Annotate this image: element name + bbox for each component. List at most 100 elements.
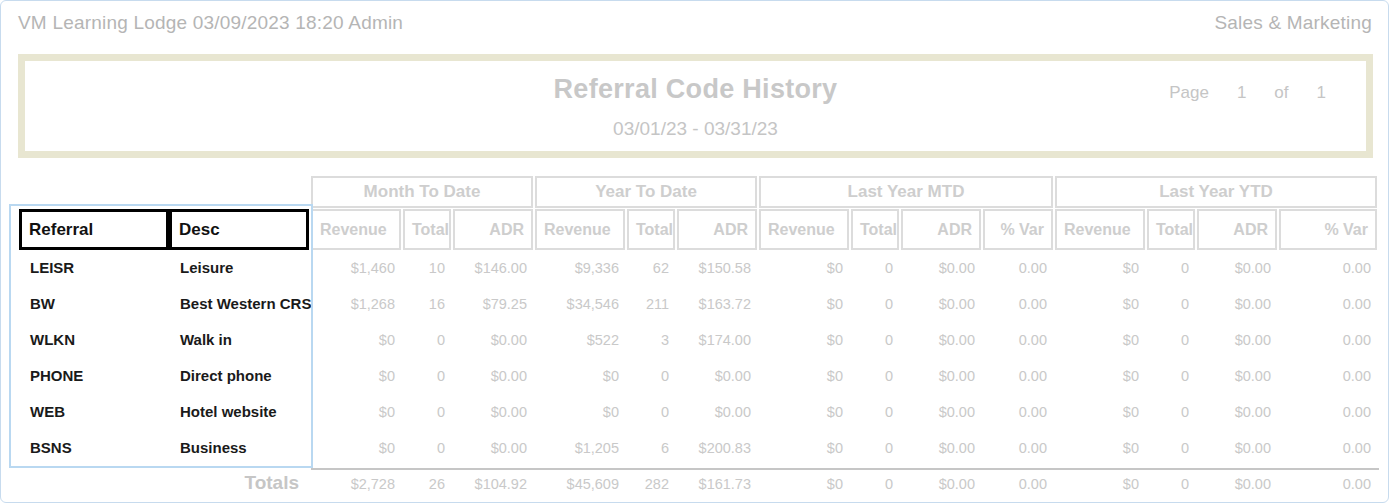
page-label: Page: [1169, 83, 1209, 103]
referral-code: PHONE: [19, 358, 169, 394]
referral-code: WEB: [19, 394, 169, 430]
metric-value: 0: [851, 250, 901, 286]
total-value: $0: [759, 468, 851, 500]
property-datetime-user: VM Learning Lodge 03/09/2023 18:20 Admin: [18, 12, 403, 34]
metric-value: $0.00: [453, 358, 535, 394]
totals-row: Totals $2,72826$104.92$45,609282$161.73$…: [19, 468, 1381, 500]
metric-value: $0: [759, 430, 851, 466]
column-header-lymtd-pctvar[interactable]: % Var: [983, 209, 1053, 250]
referral-desc: Walk in: [169, 322, 311, 358]
total-value: 282: [627, 468, 677, 500]
total-value: $2,728: [311, 468, 403, 500]
metric-value: $0.00: [901, 250, 983, 286]
metric-value: $34,546: [535, 286, 627, 322]
total-value: $45,609: [535, 468, 627, 500]
column-header-lymtd-total[interactable]: Total: [851, 209, 899, 250]
total-value: 0: [1147, 468, 1197, 500]
metric-value: $0: [759, 322, 851, 358]
column-header-mtd-revenue[interactable]: Revenue: [311, 209, 401, 250]
metric-value: $0: [1055, 394, 1147, 430]
column-header-lymtd-revenue[interactable]: Revenue: [759, 209, 849, 250]
metric-value: 0: [1147, 250, 1197, 286]
column-header-mtd-adr[interactable]: ADR: [453, 209, 533, 250]
metric-value: $0: [311, 430, 403, 466]
table-row: WEBHotel website$00$0.00$00$0.00$00$0.00…: [19, 394, 1381, 430]
metric-value: $200.83: [677, 430, 759, 466]
referral-code: BSNS: [19, 430, 169, 466]
referral-desc: Hotel website: [169, 394, 311, 430]
column-header-lyytd-pctvar[interactable]: % Var: [1279, 209, 1377, 250]
metric-value: $0.00: [1197, 358, 1279, 394]
metric-value: $0: [759, 394, 851, 430]
total-value: 0: [851, 468, 901, 500]
metric-value: 0.00: [1279, 286, 1379, 322]
metric-value: $163.72: [677, 286, 759, 322]
column-header-lyytd-adr[interactable]: ADR: [1197, 209, 1277, 250]
metric-value: 0: [1147, 430, 1197, 466]
page-total: 1: [1317, 83, 1326, 103]
column-header-mtd-total[interactable]: Total: [403, 209, 451, 250]
metric-value: $0.00: [677, 394, 759, 430]
metric-value: $146.00: [453, 250, 535, 286]
metric-value: 6: [627, 430, 677, 466]
referral-code: LEISR: [19, 250, 169, 286]
total-value: $161.73: [677, 468, 759, 500]
metric-value: $0.00: [901, 322, 983, 358]
metric-value: $0.00: [901, 286, 983, 322]
metric-value: $0: [1055, 322, 1147, 358]
group-header-row: Month To Date Year To Date Last Year MTD…: [19, 176, 1381, 208]
table-row: BWBest Western CRS$1,26816$79.25$34,5462…: [19, 286, 1381, 322]
total-value: 0.00: [1279, 468, 1379, 500]
group-header-last-year-mtd[interactable]: Last Year MTD: [759, 176, 1053, 208]
column-header-row: Referral Desc Revenue Total ADR Revenue …: [19, 209, 1381, 250]
metric-value: 0: [851, 286, 901, 322]
metric-value: 211: [627, 286, 677, 322]
column-header-ytd-total[interactable]: Total: [627, 209, 675, 250]
referral-code: WLKN: [19, 322, 169, 358]
metric-value: 0: [851, 322, 901, 358]
column-header-lyytd-total[interactable]: Total: [1147, 209, 1195, 250]
metric-value: 0: [403, 322, 453, 358]
metric-value: 0.00: [983, 286, 1055, 322]
total-value: $0.00: [901, 468, 983, 500]
report-date-range: 03/01/23 - 03/31/23: [25, 105, 1366, 140]
metric-value: $522: [535, 322, 627, 358]
metric-value: 0: [627, 394, 677, 430]
metric-value: $174.00: [677, 322, 759, 358]
column-header-ytd-revenue[interactable]: Revenue: [535, 209, 625, 250]
metric-value: $0.00: [1197, 394, 1279, 430]
metric-value: 0: [1147, 322, 1197, 358]
group-header-last-year-ytd[interactable]: Last Year YTD: [1055, 176, 1377, 208]
group-header-year-to-date[interactable]: Year To Date: [535, 176, 757, 208]
metric-value: 0.00: [1279, 358, 1379, 394]
column-header-ytd-adr[interactable]: ADR: [677, 209, 757, 250]
report-title: Referral Code History: [25, 61, 1366, 105]
column-header-lymtd-adr[interactable]: ADR: [901, 209, 981, 250]
total-value: $0.00: [1197, 468, 1279, 500]
metric-value: 0.00: [983, 250, 1055, 286]
referral-desc: Business: [169, 430, 311, 466]
metric-value: $0: [1055, 250, 1147, 286]
page-number: 1: [1237, 83, 1246, 103]
page-header: VM Learning Lodge 03/09/2023 18:20 Admin…: [1, 1, 1388, 34]
column-header-referral[interactable]: Referral: [19, 209, 169, 250]
column-header-desc[interactable]: Desc: [169, 209, 309, 250]
metric-value: 0: [851, 394, 901, 430]
metric-value: 0: [851, 358, 901, 394]
column-header-lyytd-revenue[interactable]: Revenue: [1055, 209, 1145, 250]
metric-value: $0.00: [453, 394, 535, 430]
metric-value: 3: [627, 322, 677, 358]
metric-value: 0.00: [1279, 430, 1379, 466]
metric-value: $0: [311, 394, 403, 430]
metric-value: $0.00: [1197, 286, 1279, 322]
group-header-month-to-date[interactable]: Month To Date: [311, 176, 533, 208]
table-row: BSNSBusiness$00$0.00$1,2056$200.83$00$0.…: [19, 430, 1381, 466]
metric-value: $0: [311, 358, 403, 394]
metric-value: $1,460: [311, 250, 403, 286]
metric-value: $9,336: [535, 250, 627, 286]
metric-value: 0.00: [1279, 322, 1379, 358]
metric-value: $0: [759, 250, 851, 286]
totals-values: $2,72826$104.92$45,609282$161.73$00$0.00…: [311, 468, 1379, 500]
metric-value: 0: [1147, 286, 1197, 322]
metric-value: $0: [535, 394, 627, 430]
